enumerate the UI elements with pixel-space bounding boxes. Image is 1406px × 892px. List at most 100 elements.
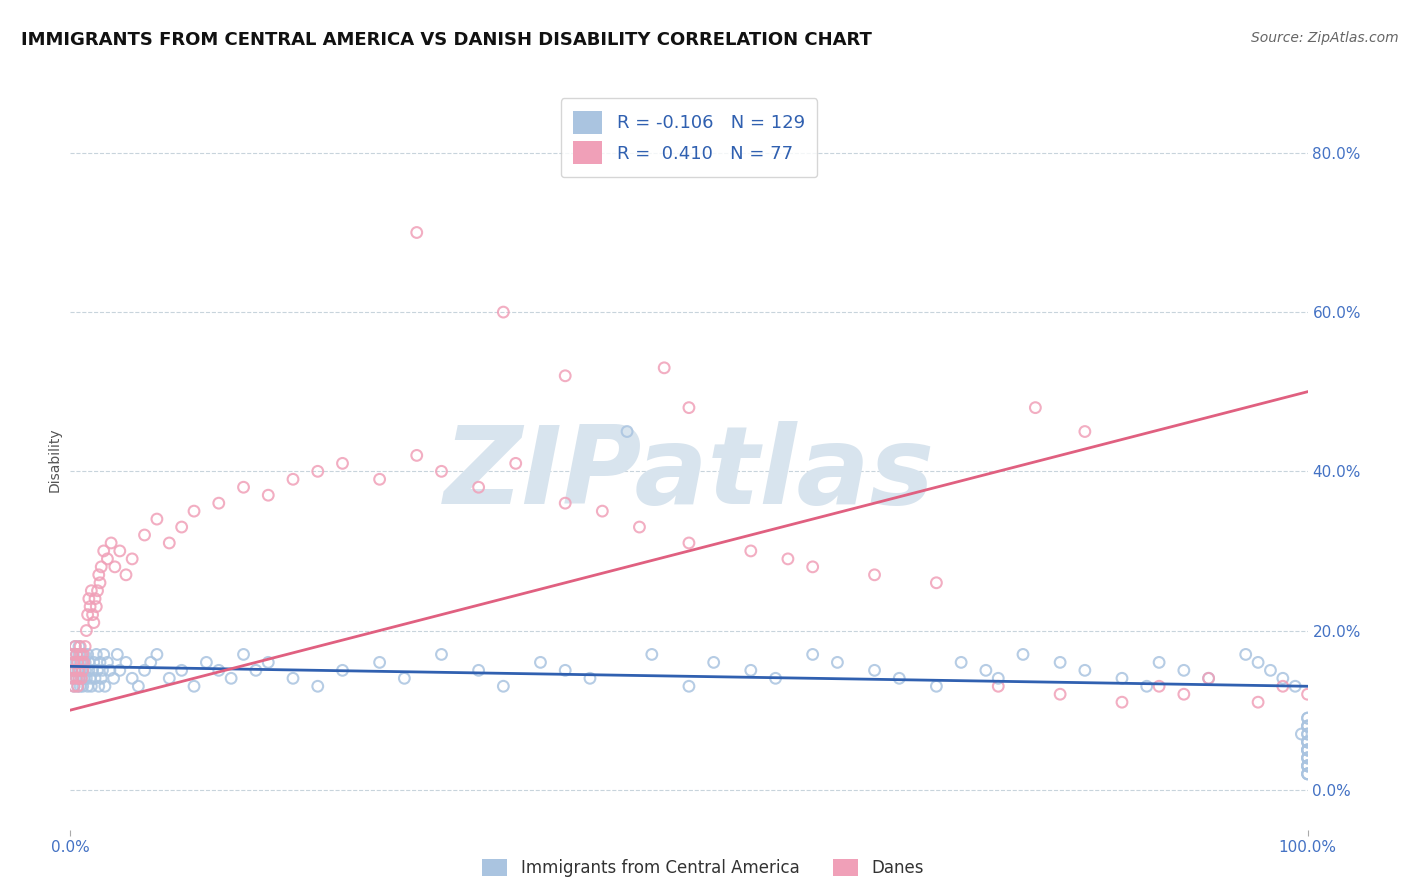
Point (69, 664, 91, 678)
Point (1296, 735, 1319, 749)
Point (1296, 719, 1319, 733)
Point (84, 591, 107, 606)
Point (863, 567, 886, 582)
Point (87, 679, 110, 693)
Point (1074, 664, 1097, 678)
Point (1296, 767, 1319, 781)
Point (65, 648, 87, 662)
Legend: Immigrants from Central America, Danes: Immigrants from Central America, Danes (475, 852, 931, 884)
Point (1136, 679, 1159, 693)
Point (77, 664, 100, 678)
Point (1296, 743, 1319, 757)
Point (67, 640, 90, 654)
Point (1296, 727, 1319, 741)
Point (72, 648, 94, 662)
Point (1234, 648, 1257, 662)
Point (1296, 759, 1319, 773)
Point (1296, 727, 1319, 741)
Point (776, 552, 799, 566)
Point (65, 656, 87, 670)
Point (765, 671, 787, 685)
Point (505, 456, 527, 470)
Point (66, 656, 89, 670)
Point (1074, 425, 1097, 439)
Point (77, 591, 100, 606)
Point (72, 679, 94, 693)
Point (60, 664, 83, 678)
Point (66, 679, 89, 693)
Point (430, 648, 453, 662)
Point (1147, 656, 1170, 670)
Point (65, 664, 87, 678)
Point (183, 504, 205, 518)
Point (90, 671, 112, 685)
Point (678, 401, 700, 415)
Point (245, 664, 267, 678)
Point (368, 472, 391, 486)
Point (1049, 687, 1071, 701)
Point (1111, 671, 1133, 685)
Point (75, 671, 97, 685)
Point (98, 664, 121, 678)
Point (70, 671, 93, 685)
Point (72, 656, 94, 670)
Point (703, 656, 725, 670)
Point (76, 648, 98, 662)
Point (82, 664, 104, 678)
Point (62, 671, 84, 685)
Point (65, 640, 87, 654)
Point (84, 599, 107, 614)
Point (73, 671, 96, 685)
Point (554, 496, 576, 510)
Point (157, 671, 180, 685)
Point (281, 671, 304, 685)
Point (616, 425, 638, 439)
Point (394, 671, 416, 685)
Point (1296, 743, 1319, 757)
Point (76, 607, 98, 622)
Point (1111, 695, 1133, 709)
Point (115, 656, 138, 670)
Point (91, 664, 114, 678)
Point (1296, 743, 1319, 757)
Point (72, 664, 94, 678)
Point (73, 656, 96, 670)
Point (492, 305, 515, 319)
Point (863, 664, 886, 678)
Point (115, 567, 138, 582)
Point (121, 671, 143, 685)
Point (307, 464, 329, 478)
Point (332, 456, 354, 470)
Point (1296, 767, 1319, 781)
Point (72, 664, 94, 678)
Y-axis label: Disability: Disability (48, 427, 62, 491)
Point (108, 664, 131, 678)
Point (93, 544, 115, 558)
Point (219, 671, 242, 685)
Point (86, 583, 108, 598)
Point (60, 664, 83, 678)
Point (80, 583, 103, 598)
Point (75, 664, 97, 678)
Point (67, 671, 90, 685)
Point (82, 607, 104, 622)
Point (80, 679, 103, 693)
Point (69, 679, 91, 693)
Point (405, 449, 427, 463)
Point (1296, 767, 1319, 781)
Point (1296, 711, 1319, 725)
Point (90, 559, 112, 574)
Point (1296, 751, 1319, 765)
Point (925, 575, 948, 590)
Point (281, 472, 304, 486)
Point (134, 664, 156, 678)
Point (1296, 759, 1319, 773)
Point (1284, 679, 1306, 693)
Point (925, 679, 948, 693)
Point (678, 679, 700, 693)
Point (70, 648, 93, 662)
Point (1296, 711, 1319, 725)
Point (134, 528, 156, 542)
Point (65, 648, 87, 662)
Point (1198, 671, 1220, 685)
